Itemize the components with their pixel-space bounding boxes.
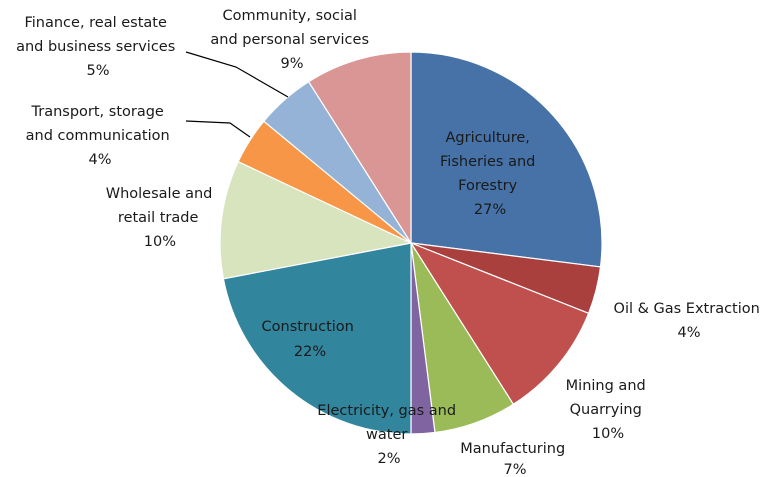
label-finance: Finance, real estate and business servic… xyxy=(16,15,180,79)
label-oil-gas: Oil & Gas Extraction 4% xyxy=(614,301,765,341)
label-community: Community, social and personal services … xyxy=(210,8,373,72)
pie-slices xyxy=(219,51,603,435)
pie-slice-agriculture-fisheries-and-forestry xyxy=(410,51,603,268)
label-electricity: Electricity, gas and water 2% xyxy=(317,403,460,467)
pie-slice-construction xyxy=(222,242,412,435)
label-agriculture: Agriculture, Fisheries and Forestry 27% xyxy=(440,130,540,218)
label-wholesale: Wholesale and retail trade 10% xyxy=(106,186,217,250)
label-mining: Mining and Quarrying 10% xyxy=(566,378,651,442)
label-transport: Transport, storage and communication 4% xyxy=(26,104,175,168)
leader-line-finance xyxy=(185,51,289,98)
pie-slice-wholesale-and-retail-trade xyxy=(219,160,413,280)
label-manufacturing: Manufacturing 7% xyxy=(460,441,570,477)
label-construction: Construction 22% xyxy=(262,319,359,360)
pie-slice-mining-and-quarrying xyxy=(409,241,590,406)
pie-slice-community-social-and-personal-services xyxy=(307,51,412,246)
leader-line-transport xyxy=(185,120,251,138)
